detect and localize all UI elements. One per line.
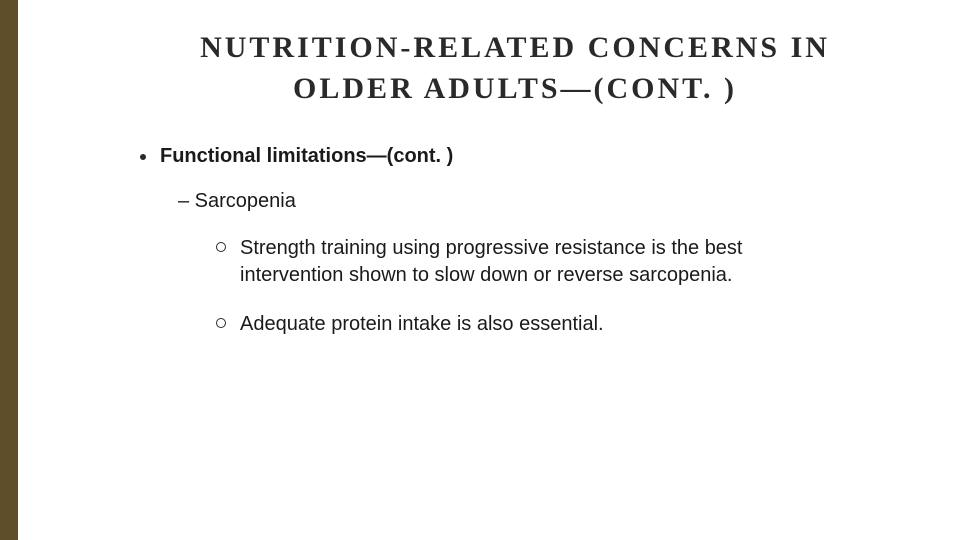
slide-title: NUTRITION-RELATED CONCERNS IN OLDER ADUL… xyxy=(140,28,890,109)
bullet-level-2: – Sarcopenia xyxy=(178,190,890,213)
hollow-circle-icon xyxy=(216,318,226,328)
bullet-level-3-text: Adequate protein intake is also essentia… xyxy=(240,311,604,338)
bullet-level-3: Adequate protein intake is also essentia… xyxy=(216,311,890,338)
hollow-circle-icon xyxy=(216,242,226,252)
bullet-level-3: Strength training using progressive resi… xyxy=(216,235,890,289)
bullet-level-2-text: – Sarcopenia xyxy=(178,190,296,212)
bullet-level-3-text: Strength training using progressive resi… xyxy=(240,235,800,289)
bullet-level-1: Functional limitations—(cont. ) xyxy=(140,145,890,168)
bullet-level-1-text: Functional limitations—(cont. ) xyxy=(160,145,453,168)
dot-icon xyxy=(140,154,146,160)
slide-content: NUTRITION-RELATED CONCERNS IN OLDER ADUL… xyxy=(0,0,960,338)
accent-sidebar xyxy=(0,0,18,540)
